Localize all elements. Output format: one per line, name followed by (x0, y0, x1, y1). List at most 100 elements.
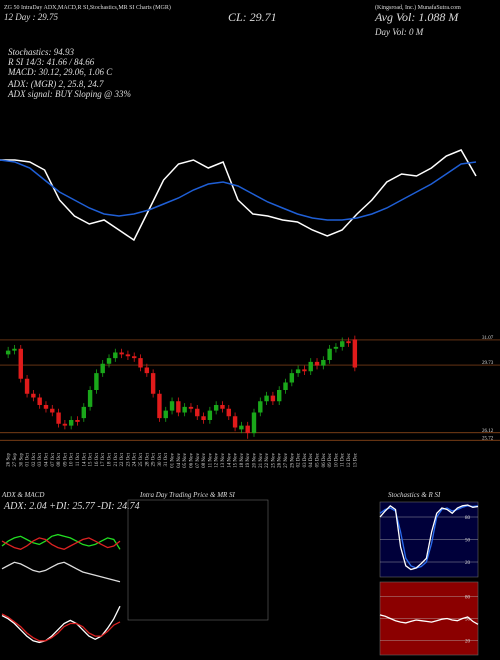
x-tick-label: 19 Nov (246, 453, 251, 468)
y-tick-label: 80 (465, 596, 471, 601)
candle-body (150, 373, 156, 394)
candle-body (239, 425, 244, 430)
close: CL: 29.71 (228, 10, 277, 24)
x-tick-label: 08 Oct (57, 452, 62, 466)
series-line (379, 614, 479, 625)
candle-body (321, 360, 326, 366)
x-tick-label: 04 Nov (177, 453, 182, 468)
y-tick-label: 50 (465, 539, 471, 544)
candle-body (333, 346, 339, 349)
x-tick-label: 06 Nov (189, 453, 194, 468)
candle-body (68, 420, 74, 426)
x-tick-label: 18 Oct (108, 452, 113, 466)
x-tick-label: 08 Nov (202, 453, 207, 468)
candle-body (245, 425, 250, 434)
day-vol: Day Vol: 0 M (374, 27, 424, 37)
x-tick-label: 21 Oct (114, 452, 119, 466)
x-tick-label: 28 Oct (145, 452, 150, 466)
x-tick-label: 21 Nov (259, 453, 264, 468)
series-line (1, 605, 121, 644)
candle-body (43, 405, 49, 409)
title: ZG 50 IntraDay ADX,MACD,R SI,Stochastics… (4, 4, 171, 11)
x-tick-label: 02 Dec (297, 452, 302, 467)
x-tick-label: 25 Oct (139, 452, 144, 466)
candle-body (251, 412, 257, 434)
x-tick-label: 11 Dec (341, 452, 346, 467)
candle-body (100, 363, 105, 374)
x-tick-label: 15 Nov (234, 453, 239, 468)
candle-body (220, 405, 225, 409)
day-price: 12 Day : 29.75 (4, 12, 58, 22)
x-tick-label: 11 Nov (208, 453, 213, 468)
panel-title: ADX & MACD (1, 491, 44, 499)
rsi-stat: R SI 14/3: 41.66 / 84.66 (7, 57, 95, 67)
y-tick-label: 20 (465, 639, 471, 644)
x-tick-label: 27 Nov (284, 453, 289, 468)
x-tick-label: 31 Oct (164, 452, 169, 466)
candle-body (195, 408, 200, 417)
x-tick-label: 09 Dec (328, 452, 333, 467)
x-tick-label: 26 Sep (7, 453, 12, 467)
candle-body (213, 405, 219, 411)
y-tick-label: 26.12 (482, 429, 494, 434)
candle-body (31, 393, 36, 398)
candle-body (276, 390, 282, 402)
candle-body (132, 356, 137, 359)
candle-body (169, 401, 175, 411)
x-tick-label: 26 Nov (278, 453, 283, 468)
candle-body (50, 408, 55, 413)
candle-body (270, 395, 276, 402)
candle-body (182, 406, 187, 413)
candle-body (81, 406, 87, 419)
x-tick-label: 03 Dec (303, 452, 308, 467)
candle-body (94, 373, 99, 390)
x-tick-label: 02 Oct (32, 452, 37, 466)
candle-body (207, 410, 213, 420)
y-tick-label: 31.07 (482, 336, 494, 341)
candle-body (56, 412, 61, 424)
candle-body (295, 369, 301, 374)
candle-body (5, 350, 11, 355)
series-line (379, 504, 479, 571)
candle-body (283, 382, 288, 390)
x-tick-label: 09 Oct (63, 452, 68, 466)
candle-body (232, 416, 238, 428)
x-tick-label: 12 Nov (215, 453, 220, 468)
x-tick-label: 30 Oct (158, 452, 163, 466)
series-line (1, 561, 121, 583)
x-tick-label: 18 Nov (240, 453, 245, 468)
candle-body (264, 395, 269, 402)
avg-vol: Avg Vol: 1.088 M (374, 10, 459, 24)
x-tick-label: 05 Dec (316, 452, 321, 467)
x-tick-label: 01 Nov (171, 453, 176, 468)
x-tick-label: 13 Dec (353, 452, 358, 467)
candle-body (119, 352, 124, 355)
x-tick-label: 12 Dec (347, 452, 352, 467)
series-line (1, 533, 121, 550)
x-tick-label: 30 Sep (19, 453, 24, 467)
candle-body (327, 348, 332, 360)
y-tick-label: 50 (465, 618, 471, 623)
x-tick-label: 22 Oct (120, 452, 125, 466)
x-tick-label: 24 Oct (133, 452, 138, 466)
candle-body (18, 348, 23, 379)
x-tick-label: 07 Oct (51, 452, 56, 466)
candle-body (144, 367, 150, 374)
x-tick-label: 14 Nov (227, 453, 232, 468)
panel-subtitle: ADX: 2.04 +DI: 25.77 -DI: 24.74 (3, 501, 140, 512)
macd-stat: MACD: 30.12, 29.06, 1.06 C (7, 67, 113, 77)
candle-body (87, 390, 93, 407)
x-tick-label: 23 Oct (126, 452, 131, 466)
x-tick-label: 05 Nov (183, 453, 188, 468)
candle-body (12, 348, 17, 351)
candle-body (75, 420, 80, 422)
candle-body (302, 369, 307, 372)
candle-body (314, 361, 320, 366)
candle-body (24, 378, 30, 394)
candle-body (289, 373, 295, 383)
stoch-stat: Stochastics: 94.93 (8, 47, 74, 57)
candle-body (226, 408, 231, 417)
panel-frame (127, 499, 269, 621)
x-tick-label: 07 Nov (196, 453, 201, 468)
y-tick-label: 20 (465, 561, 471, 566)
